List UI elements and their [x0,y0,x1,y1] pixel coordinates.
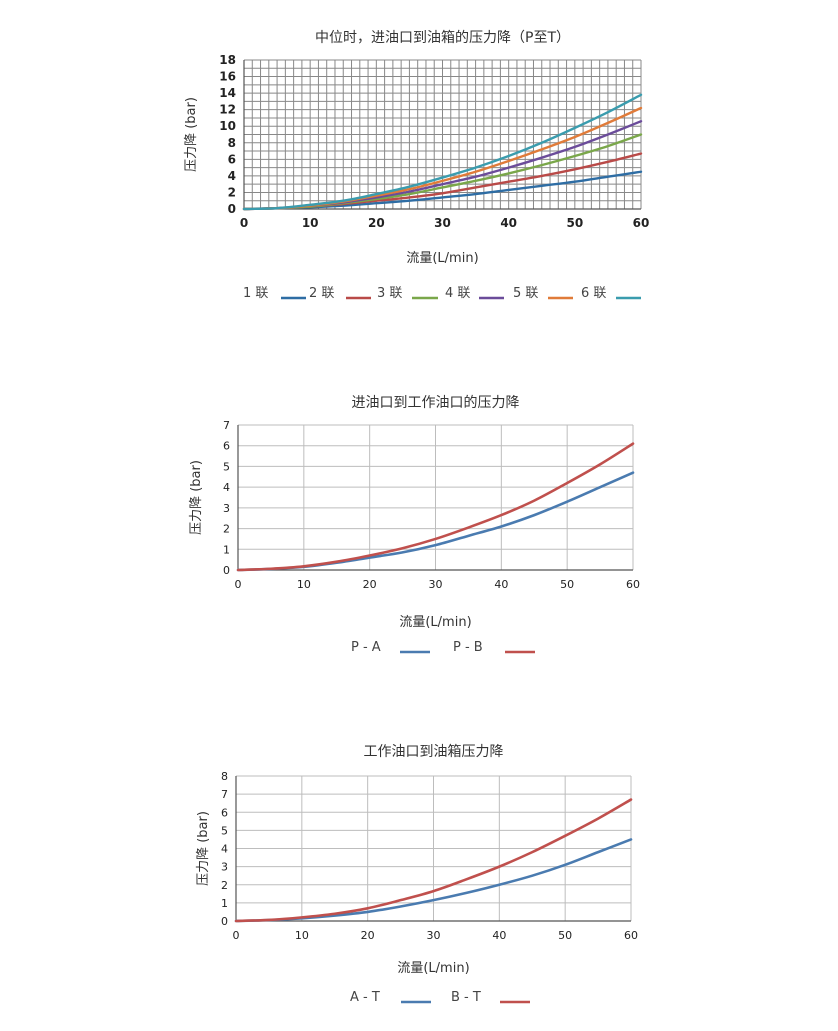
legend-label: 3 联 [377,286,402,301]
x-axis-label: 流量(L/min) [399,615,471,630]
x-tick-label: 20 [361,929,375,942]
x-tick-label: 50 [566,216,583,230]
x-tick-label: 20 [363,578,377,591]
legend-label: 6 联 [581,286,606,301]
y-tick-label: 6 [228,152,236,166]
x-tick-label: 40 [492,929,506,942]
y-tick-label: 4 [221,843,228,856]
x-tick-label: 60 [626,578,640,591]
y-tick-label: 5 [223,460,230,473]
y-axis-label: 压力降 (bar) [189,460,204,535]
x-tick-label: 60 [633,216,650,230]
chart-2: 进油口到工作油口的压力降 0 10 20 30 40 50 60 0 1 2 3 4 5 6 7 流量(L/mi… [189,395,640,655]
y-tick-label: 5 [221,824,228,837]
chart-title: 中位时，进油口到油箱的压力降（P至T） [315,30,570,46]
y-tick-label: 8 [228,136,236,150]
y-tick-label: 7 [221,788,228,801]
legend-label: 1 联 [243,286,268,301]
x-tick-label: 50 [560,578,574,591]
x-tick-label: 40 [494,578,508,591]
legend-label: 5 联 [513,286,538,301]
y-tick-label: 4 [223,481,230,494]
y-tick-label: 0 [223,564,230,577]
y-tick-label: 8 [221,770,228,783]
y-tick-label: 1 [221,897,228,910]
chart-title: 工作油口到油箱压力降 [364,744,504,760]
legend-label: P - B [453,640,483,655]
y-tick-label: 6 [223,440,230,453]
y-tick-label: 3 [223,502,230,515]
y-tick-label: 1 [223,543,230,556]
x-tick-label: 0 [240,216,248,230]
y-tick-label: 7 [223,419,230,432]
chart-title: 进油口到工作油口的压力降 [352,395,520,411]
x-tick-label: 10 [297,578,311,591]
legend-label: A - T [350,990,380,1005]
x-tick-label: 10 [302,216,319,230]
y-axis-label: 压力降 (bar) [184,97,199,172]
x-axis-label: 流量(L/min) [397,961,469,976]
y-tick-label: 0 [228,202,236,216]
x-tick-label: 30 [429,578,443,591]
legend-label: 2 联 [309,286,334,301]
chart-1: 中位时，进油口到油箱的压力降（P至T） 0 10 20 30 40 50 60 0 2 4 6 8 10 1… [184,30,649,301]
grid [237,424,634,571]
series-line [242,93,643,211]
chart-3: 工作油口到油箱压力降 0 10 20 30 40 50 60 0 1 2 3 4 5 6 7 8 流量(L/min… [196,744,638,1005]
y-tick-label: 3 [221,861,228,874]
x-tick-label: 0 [235,578,242,591]
y-tick-label: 2 [228,185,236,199]
legend-label: B - T [451,990,481,1005]
y-tick-label: 16 [219,70,236,84]
y-tick-label: 6 [221,806,228,819]
y-tick-label: 0 [221,915,228,928]
x-tick-label: 10 [295,929,309,942]
x-tick-label: 60 [624,929,638,942]
y-tick-label: 14 [219,86,236,100]
series-line [236,442,635,572]
x-tick-label: 30 [427,929,441,942]
legend-label: 4 联 [445,286,470,301]
x-tick-label: 40 [500,216,517,230]
y-tick-label: 12 [219,103,236,117]
x-tick-label: 0 [233,929,240,942]
y-axis-label: 压力降 (bar) [196,811,211,886]
y-tick-label: 10 [219,119,236,133]
series-line [234,798,633,923]
y-tick-label: 2 [221,879,228,892]
legend-label: P - A [351,640,381,655]
legend: 1 联 2 联 3 联 4 联 5 联 6 联 [243,286,641,301]
x-tick-label: 20 [368,216,385,230]
x-tick-label: 50 [558,929,572,942]
y-tick-label: 18 [219,53,236,67]
y-tick-label: 4 [228,169,236,183]
y-tick-label: 2 [223,523,230,536]
x-tick-label: 30 [434,216,451,230]
x-axis-label: 流量(L/min) [406,251,478,266]
